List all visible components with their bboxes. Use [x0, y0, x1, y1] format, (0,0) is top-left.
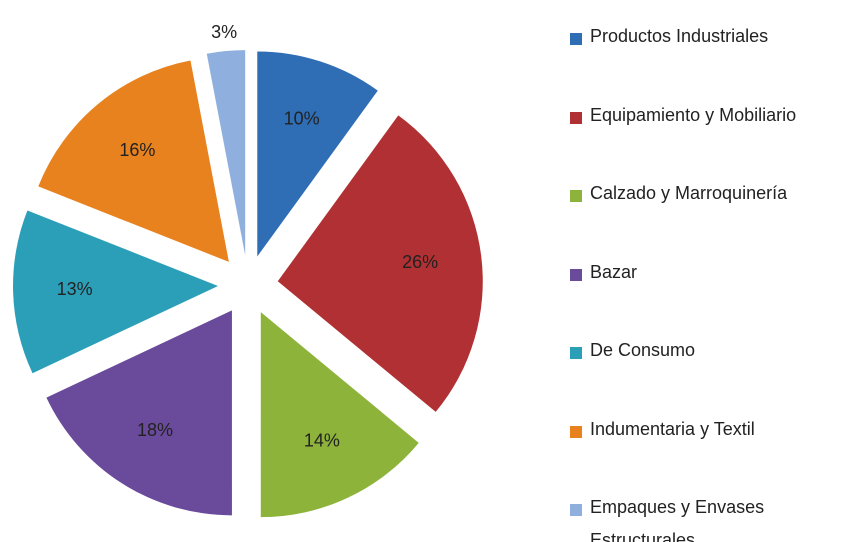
- legend-item: Calzado y Marroquinería: [570, 183, 787, 210]
- legend-swatch: [570, 504, 582, 516]
- pie-area: 10% 26% 14% 18% 13% 16% 3%: [13, 22, 483, 518]
- legend-label: Indumentaria y Textil: [590, 418, 755, 439]
- legend-swatch: [570, 33, 582, 45]
- pie-slice: [277, 115, 483, 412]
- slice-label: 13%: [57, 279, 93, 299]
- legend-label: De Consumo: [590, 340, 696, 360]
- pie-slice: [46, 310, 232, 516]
- slice-label: 16%: [119, 140, 155, 160]
- legend-item: Bazar: [570, 262, 637, 289]
- legend-swatch: [570, 425, 582, 438]
- pie-slice: [13, 210, 219, 374]
- legend-label: Equipamiento y Mobiliario: [590, 104, 797, 125]
- slice-label: 10%: [284, 109, 320, 129]
- slice-label: 26%: [402, 252, 438, 272]
- legend-swatch: [570, 190, 582, 202]
- pie-slice: [260, 312, 419, 518]
- legend-item: Empaques y Envases Estructurales: [570, 497, 805, 542]
- legend-swatch: [570, 347, 582, 359]
- legend-swatch: [570, 111, 582, 124]
- pie-slice: [206, 50, 246, 256]
- slice-label: 3%: [211, 22, 237, 42]
- legend-label: Empaques y Envases Estructurales: [590, 497, 765, 542]
- pie-slice: [257, 51, 378, 257]
- legend-swatch: [570, 268, 582, 281]
- legend-item: Indumentaria y Textil: [570, 419, 755, 446]
- legend-item: Productos Industriales: [570, 26, 768, 53]
- legend-item: Equipamiento y Mobiliario: [570, 105, 796, 132]
- legend-item: De Consumo: [570, 340, 695, 367]
- slice-label: 14%: [304, 431, 340, 451]
- pie-slice: [38, 60, 229, 262]
- legend-label: Bazar: [590, 261, 638, 282]
- legend-label: Calzado y Marroquinería: [590, 183, 788, 203]
- slice-label: 18%: [137, 420, 173, 440]
- legend-label: Productos Industriales: [590, 26, 769, 46]
